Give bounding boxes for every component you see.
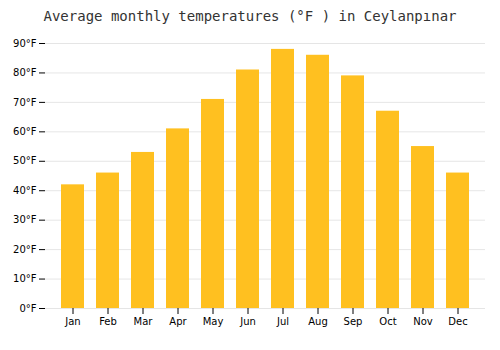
svg-text:Oct: Oct <box>379 316 396 327</box>
svg-text:Jul: Jul <box>276 316 289 327</box>
svg-text:20°F: 20°F <box>13 244 37 255</box>
svg-text:90°F: 90°F <box>13 38 37 49</box>
svg-text:60°F: 60°F <box>13 126 37 137</box>
html-text:Average monthly temperatures (: Average monthly temperatures (°F ) in Ce… <box>43 8 457 24</box>
svg-text:40°F: 40°F <box>13 185 37 196</box>
svg-text:Feb: Feb <box>99 316 117 327</box>
svg-text:Jun: Jun <box>239 316 256 327</box>
svg-text:80°F: 80°F <box>13 67 37 78</box>
svg-text:10°F: 10°F <box>13 273 37 284</box>
svg-text:May: May <box>203 316 224 327</box>
svg-text:Apr: Apr <box>169 316 187 327</box>
svg-text:Jan: Jan <box>64 316 80 327</box>
svg-text:0°F: 0°F <box>19 303 36 314</box>
svg-text:Aug: Aug <box>308 316 328 327</box>
svg-text:70°F: 70°F <box>13 97 37 108</box>
svg-text:Sep: Sep <box>344 316 363 327</box>
svg-text:30°F: 30°F <box>13 214 37 225</box>
svg-text:50°F: 50°F <box>13 155 37 166</box>
svg-text:Nov: Nov <box>413 316 433 327</box>
svg-text:Mar: Mar <box>134 316 154 327</box>
svg-text:Dec: Dec <box>448 316 467 327</box>
